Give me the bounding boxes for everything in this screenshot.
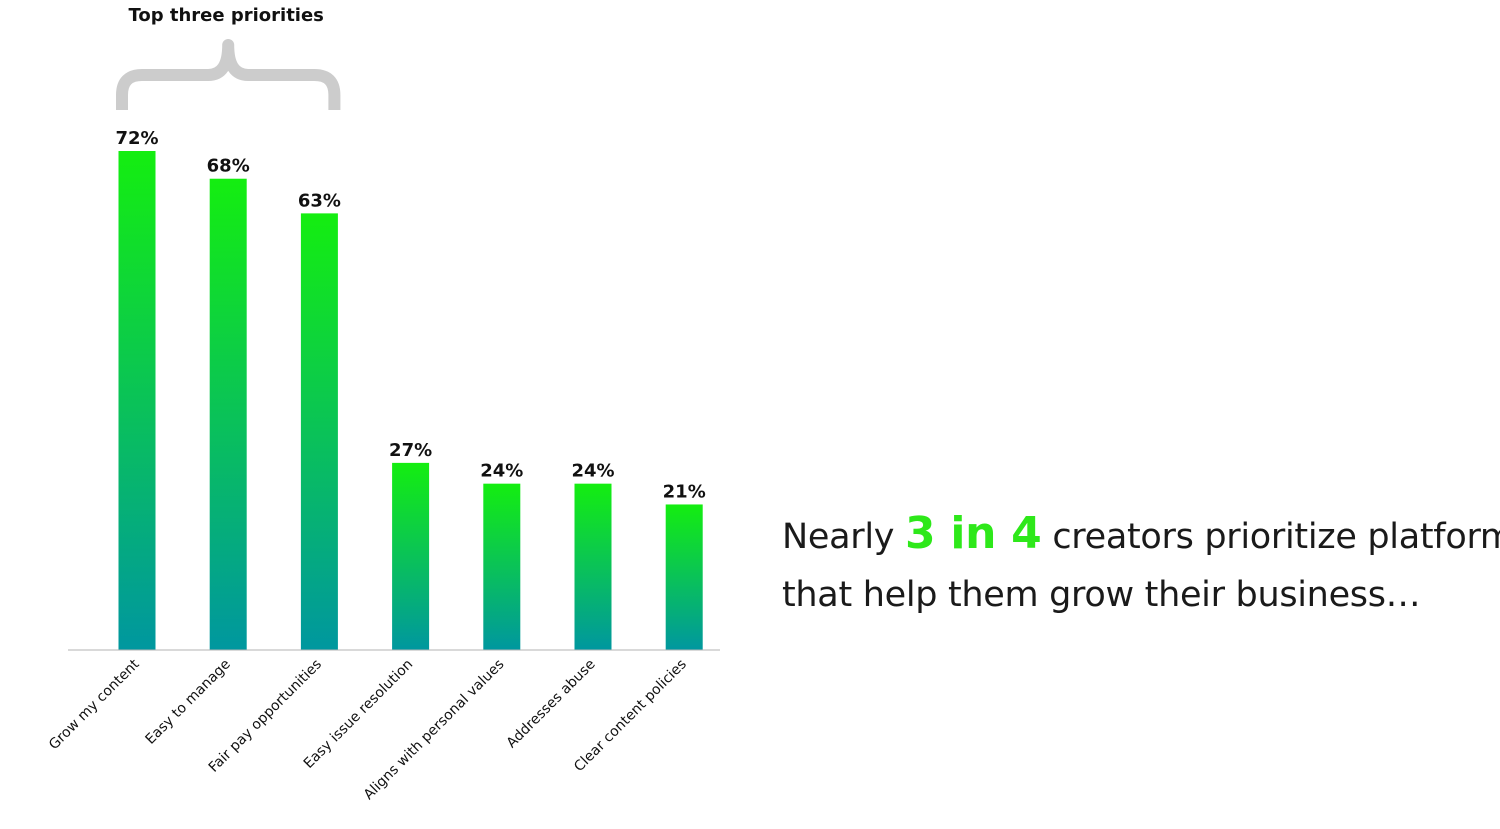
- value-label-7: 21%: [663, 481, 706, 502]
- bar-1: [118, 151, 156, 650]
- curly-bracket: [116, 39, 341, 110]
- value-label-3: 63%: [298, 190, 341, 211]
- value-label-4: 27%: [389, 440, 432, 461]
- top-three-annotation: Top three priorities: [116, 5, 341, 110]
- value-labels: 72% 68% 63% 27% 24% 24% 21%: [115, 128, 705, 502]
- headline: Nearly 3 in 4 creators prioritize platfo…: [782, 505, 1500, 624]
- headline-prefix: Nearly: [782, 517, 906, 557]
- bars: [118, 151, 703, 650]
- category-label-1: Grow my content: [46, 656, 143, 753]
- bar-5: [483, 483, 521, 650]
- value-label-2: 68%: [207, 156, 250, 177]
- bar-3: [300, 213, 338, 650]
- bar-7: [665, 504, 703, 650]
- headline-line1-suffix: creators prioritize platforms: [1041, 517, 1500, 557]
- category-label-6: Addresses abuse: [504, 656, 599, 751]
- bar-6: [574, 483, 612, 650]
- category-label-2: Easy to manage: [143, 656, 234, 747]
- headline-highlight: 3 in 4: [905, 508, 1042, 559]
- annotation-label: Top three priorities: [128, 5, 323, 26]
- bar-4: [392, 462, 430, 650]
- value-label-1: 72%: [115, 128, 158, 149]
- value-label-5: 24%: [480, 461, 523, 482]
- value-label-6: 24%: [571, 461, 614, 482]
- headline-line-1: Nearly 3 in 4 creators prioritize platfo…: [782, 505, 1500, 566]
- bar-2: [209, 178, 247, 650]
- headline-line-2: that help them grow their business…: [782, 575, 1421, 615]
